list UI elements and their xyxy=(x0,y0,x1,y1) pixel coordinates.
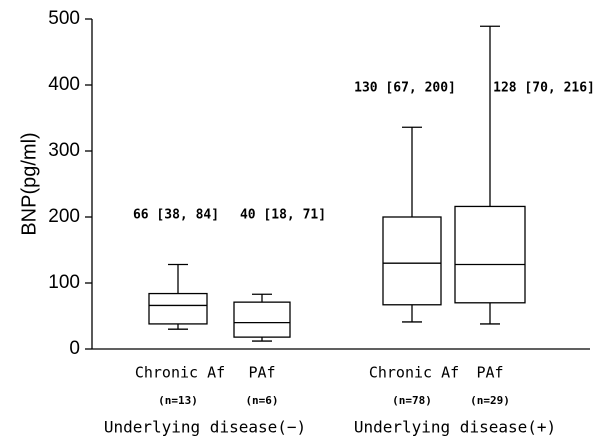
annotation: 130 [67, 200] xyxy=(354,81,456,96)
n-label: (n=6) xyxy=(245,394,278,407)
box xyxy=(148,292,208,325)
y-tick-label: 200 xyxy=(48,206,80,227)
y-tick-label: 500 xyxy=(48,8,80,29)
y-tick-label: 100 xyxy=(48,272,80,293)
annotation: 128 [70, 216] xyxy=(493,81,595,96)
category-label: Chronic Af xyxy=(369,364,459,382)
annotation: 66 [38, 84] xyxy=(133,208,219,223)
n-label: (n=78) xyxy=(392,394,432,407)
y-axis-label: BNP(pg/ml) xyxy=(18,132,40,235)
n-label: (n=29) xyxy=(470,394,510,407)
category-label: PAf xyxy=(248,364,275,382)
group-label: Underlying disease(+) xyxy=(354,418,556,437)
group-label: Underlying disease(−) xyxy=(104,418,306,437)
box xyxy=(382,216,442,306)
category-label: Chronic Af xyxy=(135,364,225,382)
box xyxy=(454,205,526,304)
box xyxy=(233,301,291,338)
category-label: PAf xyxy=(476,364,503,382)
y-tick-label: 300 xyxy=(48,140,80,161)
n-label: (n=13) xyxy=(158,394,198,407)
y-tick-label: 400 xyxy=(48,74,80,95)
y-tick-label: 0 xyxy=(69,338,80,359)
annotation: 40 [18, 71] xyxy=(240,208,326,223)
